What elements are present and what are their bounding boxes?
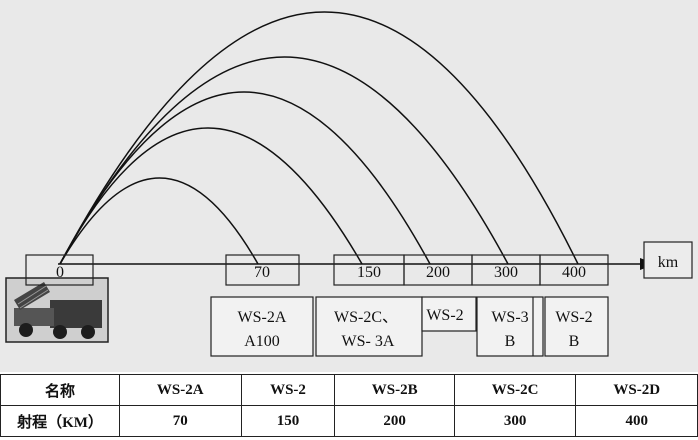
trajectory-arc-300 bbox=[59, 56, 509, 265]
system-label-line2: WS- 3A bbox=[342, 333, 395, 350]
table-row-label: 名称 bbox=[0, 374, 120, 406]
table-cell: 400 bbox=[575, 405, 698, 437]
system-label-line1: WS-2 bbox=[426, 307, 463, 324]
table-cell: WS-2C bbox=[453, 374, 577, 406]
tick-label-200: 200 bbox=[426, 264, 450, 281]
trajectory-arc-70 bbox=[59, 177, 259, 265]
axis-unit-label: km bbox=[658, 254, 679, 271]
tick-label-70: 70 bbox=[254, 264, 270, 281]
table-row-label: 射程（KM） bbox=[0, 405, 120, 437]
table-cell: 200 bbox=[334, 405, 455, 437]
table-header-row: 名称 WS-2A WS-2 WS-2B WS-2C WS-2D bbox=[0, 374, 698, 406]
table-cell: WS-2B bbox=[334, 374, 455, 406]
axis-unit-box: km bbox=[643, 241, 693, 279]
system-label-line1: WS-2C、 bbox=[334, 309, 398, 326]
tick-label-0: 0 bbox=[56, 264, 64, 281]
system-box-ws2b: WS-2 B bbox=[544, 296, 609, 357]
tick-label-300: 300 bbox=[494, 264, 518, 281]
table-row: 射程（KM） 70 150 200 300 400 bbox=[0, 405, 698, 437]
system-box-ws2c-ws3a: WS-2C、 WS- 3A bbox=[315, 296, 423, 357]
tick-label-400: 400 bbox=[562, 264, 586, 281]
system-label-line2: A100 bbox=[244, 333, 280, 350]
system-label-boxes: WS-2A A100 WS-2C、 WS- 3A WS-2 WS-3 B bbox=[210, 296, 609, 357]
system-box-ws2: WS-2 bbox=[421, 296, 477, 332]
table-cell: 300 bbox=[453, 405, 577, 437]
table-cell: 150 bbox=[240, 405, 336, 437]
table-cell: WS-2 bbox=[240, 374, 336, 406]
rocket-launcher-truck-icon bbox=[5, 277, 109, 343]
system-label-line1: WS-2A bbox=[238, 309, 287, 326]
trajectory-arc-400 bbox=[59, 11, 579, 265]
trajectory-arc-150 bbox=[59, 127, 363, 265]
trajectory-arc-200 bbox=[59, 91, 431, 265]
table-cell: WS-2A bbox=[119, 374, 242, 406]
range-table: 名称 WS-2A WS-2 WS-2B WS-2C WS-2D 射程（KM） 7… bbox=[0, 374, 698, 437]
system-label-line1: WS-3 bbox=[491, 309, 528, 326]
trajectory-diagram: km 0 70 150 200 300 400 WS-2A A100 bbox=[5, 11, 693, 357]
table-cell: WS-2D bbox=[575, 374, 698, 406]
system-label-line2: B bbox=[505, 333, 516, 350]
system-box-ws2a-a100: WS-2A A100 bbox=[210, 296, 314, 357]
system-label-line1: WS-2 bbox=[555, 309, 592, 326]
distance-tick-boxes: 0 70 150 200 300 400 bbox=[25, 254, 609, 286]
tick-label-150: 150 bbox=[357, 264, 381, 281]
table-cell: 70 bbox=[119, 405, 242, 437]
trajectory-arcs bbox=[59, 11, 579, 265]
system-box-ws3b: WS-3 B bbox=[476, 296, 544, 357]
system-label-line2: B bbox=[569, 333, 580, 350]
